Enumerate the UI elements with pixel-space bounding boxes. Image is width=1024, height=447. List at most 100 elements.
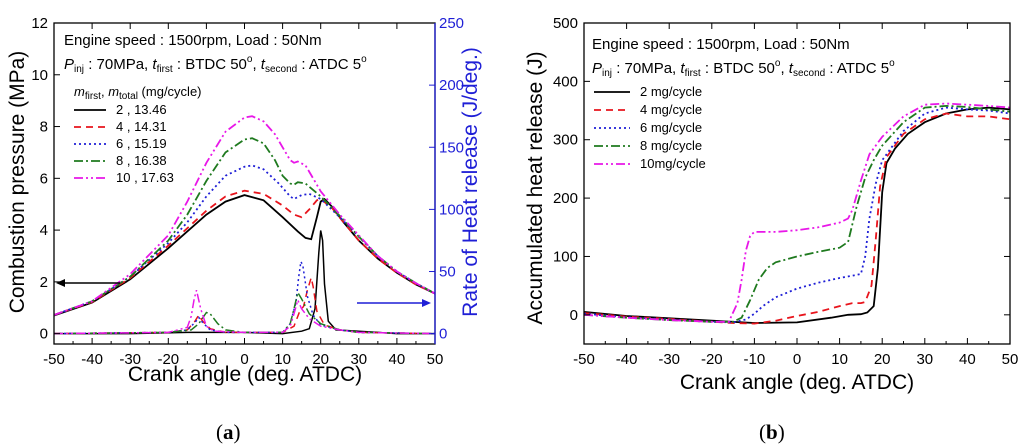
a-legend-label-5: 10 , 17.63 [116, 170, 174, 185]
a-legtitle-m1: m [74, 84, 85, 99]
a-ann-t3: , [252, 56, 260, 73]
a-ytick-label: 2 [40, 274, 48, 291]
b-legend-label-2: 4 mg/cycle [640, 102, 702, 117]
a-annotation-line1: Engine speed : 1500rpm, Load : 50Nm [64, 32, 322, 49]
b-ann-deg1: o [775, 58, 781, 69]
a-legtitle-first: first [85, 91, 101, 102]
b-xtick-label: -30 [658, 351, 680, 368]
b-xtick-label: 0 [793, 351, 801, 368]
b-caption: (b) [759, 420, 785, 444]
a-legtitle-comma: , [101, 84, 108, 99]
b-plot-frame [583, 22, 1011, 345]
b-legend-label-4: 8 mg/cycle [640, 138, 702, 153]
b-ann-deg2: o [889, 58, 895, 69]
b-ann-t3: , [780, 60, 788, 77]
b-xtick-label: 40 [959, 351, 976, 368]
b-line-4 [583, 104, 1011, 323]
b-legend-label-3: 6 mg/cycle [640, 120, 702, 135]
a-ytick-label: 4 [40, 222, 48, 239]
b-ytick-label: 400 [553, 73, 578, 90]
a-xtick-label: 10 [274, 351, 291, 368]
a-xtick-label: 30 [350, 351, 367, 368]
b-ann-p: P [592, 60, 602, 77]
a-xtick-label: 20 [312, 351, 329, 368]
a-legtitle-m2: m [108, 84, 119, 99]
a-ann-t1: : 70MPa, [84, 56, 152, 73]
a-pressure-line-1 [53, 194, 436, 317]
b-tick-group: -50 -40 -30 -20 -10 0 10 20 30 40 5001002003004005… [553, 15, 1018, 368]
a-ann-first: first [157, 64, 173, 75]
a-xtick-label: 50 [427, 351, 444, 368]
a-y2tick-label: 200 [439, 77, 464, 94]
b-ann-ts: t [789, 60, 794, 77]
b-ann-first: first [685, 68, 701, 79]
b-xtick-label: -50 [573, 351, 595, 368]
b-ann-second: second [793, 68, 825, 79]
b-xtick-label: -10 [744, 351, 766, 368]
a-xlabel: Crank angle (deg. ATDC) [128, 363, 362, 386]
a-ann-t4: : ATDC 5 [297, 56, 361, 73]
a-tick-group: -50 -40 -30 -20 -10 0 10 20 30 40 50 0 2 4 6 8 10 12 0 50 10… [31, 15, 464, 368]
a-xtick-label: 40 [389, 351, 406, 368]
a-caption: (a) [216, 420, 241, 444]
b-xlabel: Crank angle (deg. ATDC) [680, 371, 914, 394]
a-legend-label-3: 6 , 15.19 [116, 136, 167, 151]
a-y2tick-label: 100 [439, 201, 464, 218]
a-left-arrow [56, 279, 120, 287]
a-xtick-label: -40 [81, 351, 103, 368]
b-ytick-label: 300 [553, 132, 578, 149]
b-ann-inj: inj [602, 68, 612, 79]
b-ann-t1: : 70MPa, [612, 60, 680, 77]
b-ytick-label: 500 [553, 15, 578, 32]
a-xtick-label: -20 [157, 351, 179, 368]
b-ann-tf: t [680, 60, 685, 77]
a-legend: 2 , 13.46 4 , 14.31 6 , 15.19 8 , 16.38 10 ,… [74, 102, 174, 185]
a-xtick-label: -50 [43, 351, 65, 368]
a-hrr-line-3 [53, 259, 436, 335]
a-legend-title: mfirst, mtotal (mg/cycle) [74, 84, 202, 102]
a-y2tick-label: 0 [439, 326, 447, 343]
a-ytick-label: 12 [31, 15, 48, 32]
a-legend-label-1: 2 , 13.46 [116, 102, 167, 117]
b-xtick-label: 30 [916, 351, 933, 368]
b-legend: 2 mg/cycle 4 mg/cycle 6 mg/cycle 8 mg/cycle… [594, 84, 706, 171]
a-legend-label-2: 4 , 14.31 [116, 119, 167, 134]
b-xtick-label: -20 [701, 351, 723, 368]
a-ylabel: Combustion pressure (MPa) [6, 51, 29, 314]
a-ytick-label: 0 [40, 326, 48, 343]
a-pressure-line-2 [53, 189, 436, 316]
a-pressure-line-5 [53, 115, 436, 316]
a-right-arrow [357, 299, 431, 307]
a-xtick-label: -10 [196, 351, 218, 368]
panel-a: -50 -40 -30 -20 -10 0 10 20 30 40 50 0 2 4 6 8 10 12 0 50 10… [6, 15, 482, 444]
b-ytick-label: 200 [553, 190, 578, 207]
b-legend-label-1: 2 mg/cycle [640, 84, 702, 99]
b-xtick-label: -40 [616, 351, 638, 368]
a-ann-deg1: o [247, 54, 253, 65]
a-ann-deg2: o [361, 54, 367, 65]
b-xtick-label: 10 [831, 351, 848, 368]
a-y2tick-label: 50 [439, 264, 456, 281]
a-hrr-line-4 [53, 290, 436, 335]
a-ytick-label: 10 [31, 67, 48, 84]
b-legend-label-5: 10mg/cycle [640, 156, 706, 171]
b-ann-t4: : ATDC 5 [825, 60, 889, 77]
a-legend-label-4: 8 , 16.38 [116, 153, 167, 168]
a-caption-letter: a [223, 420, 234, 444]
a-y2tick-label: 150 [439, 139, 464, 156]
a-hrr-line-5 [53, 290, 436, 335]
b-line-5 [583, 102, 1011, 323]
a-ytick-label: 6 [40, 170, 48, 187]
a-y2tick-label: 250 [439, 15, 464, 32]
a-ann-inj: inj [74, 64, 84, 75]
a-legtitle-unit: (mg/cycle) [138, 84, 202, 99]
b-annotation-line1: Engine speed : 1500rpm, Load : 50Nm [592, 36, 850, 53]
b-xtick-label: 50 [1002, 351, 1019, 368]
a-ann-second: second [265, 64, 297, 75]
a-ann-ts: t [261, 56, 266, 73]
panel-b: -50 -40 -30 -20 -10 0 10 20 30 40 5001002003004005… [524, 15, 1018, 444]
b-line-2 [583, 112, 1011, 325]
a-ytick-label: 8 [40, 119, 48, 136]
a-hrr-line-2 [53, 274, 436, 335]
